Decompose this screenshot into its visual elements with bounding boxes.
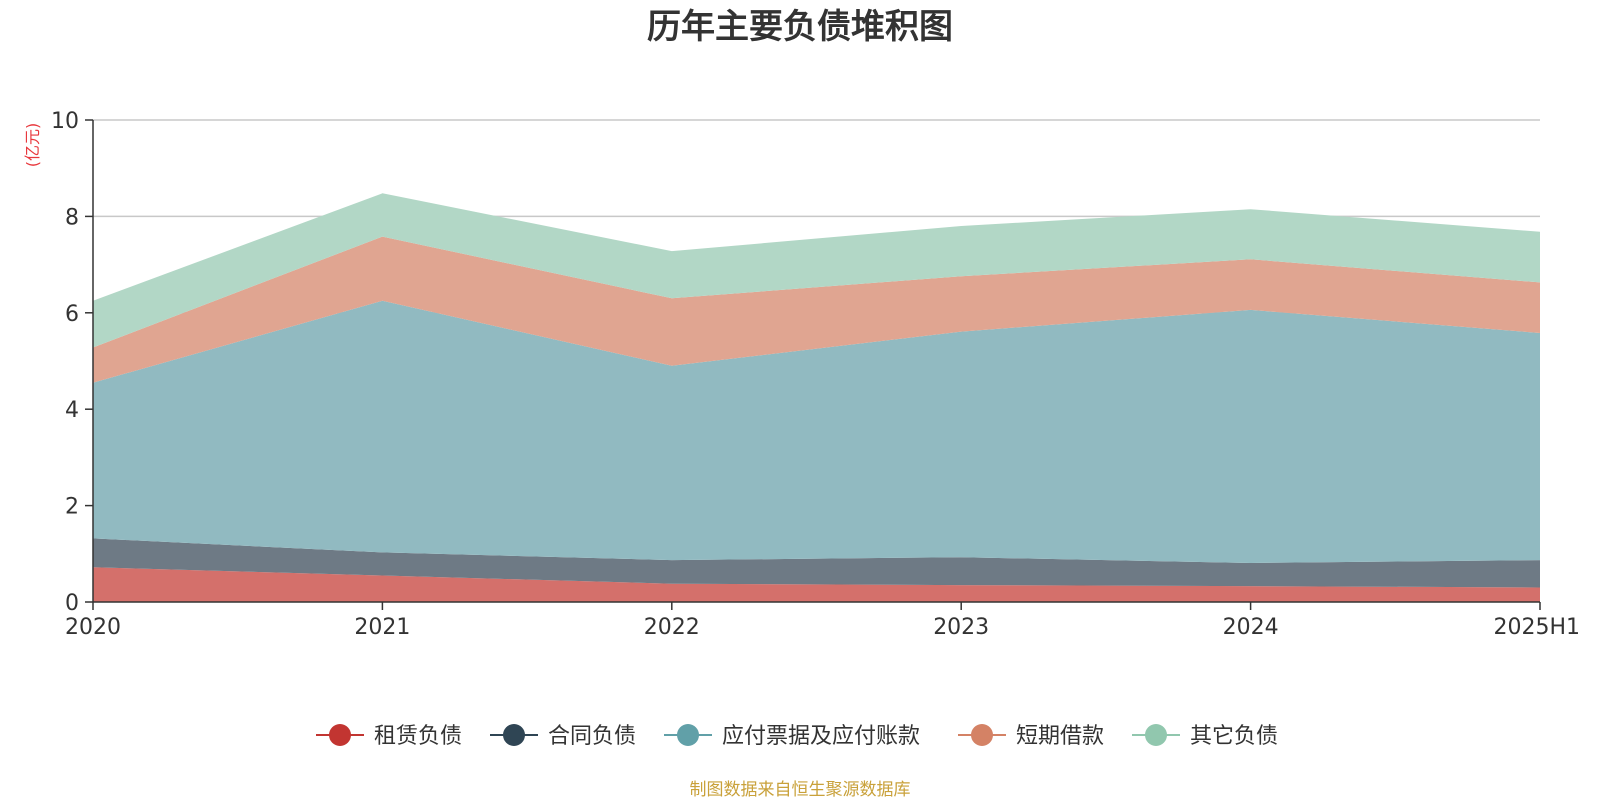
area-series-5 (93, 193, 1540, 348)
area-series-1 (93, 567, 1540, 602)
x-tick-label: 2022 (644, 615, 700, 640)
y-tick-label: 8 (65, 205, 79, 230)
chart-title: 历年主要负债堆积图 (647, 7, 953, 47)
y-tick-label: 0 (65, 591, 79, 616)
x-tick-label: 2025H1 (1493, 615, 1580, 640)
area-series-2 (93, 538, 1540, 588)
legend-marker-icon (1145, 724, 1167, 746)
y-axis-unit-label: (亿元) (23, 123, 42, 168)
legend-item-4[interactable]: 短期借款 (958, 724, 1104, 749)
x-tick-label: 2023 (933, 615, 989, 640)
legend-item-1[interactable]: 租赁负债 (316, 724, 462, 749)
legend-item-2[interactable]: 合同负债 (490, 724, 636, 749)
legend-marker-icon (503, 724, 525, 746)
legend-label: 租赁负债 (374, 724, 462, 749)
legend-marker-icon (329, 724, 351, 746)
y-tick-label: 10 (51, 109, 79, 134)
legend[interactable]: 租赁负债 合同负债 应付票据及应付账款 短期借款 其它负债 (316, 724, 1278, 749)
legend-label: 应付票据及应付账款 (722, 724, 920, 749)
legend-marker-icon (971, 724, 993, 746)
area-series (93, 193, 1540, 602)
area-series-3 (93, 300, 1540, 563)
legend-item-3[interactable]: 应付票据及应付账款 (664, 724, 920, 749)
y-tick-label: 2 (65, 495, 79, 520)
x-tick-label: 2020 (65, 615, 121, 640)
legend-label: 其它负债 (1190, 724, 1278, 749)
y-tick-label: 4 (65, 398, 79, 423)
axes: 0 2 4 6 8 10 2020 2021 2022 2023 2024 2025H1 (51, 109, 1580, 640)
legend-item-5[interactable]: 其它负债 (1132, 724, 1278, 749)
legend-marker-icon (677, 724, 699, 746)
legend-label: 合同负债 (548, 724, 636, 749)
area-series-4 (93, 236, 1540, 383)
legend-label: 短期借款 (1016, 724, 1104, 749)
data-source-note: 制图数据来自恒生聚源数据库 (690, 780, 911, 800)
x-tick-label: 2024 (1223, 615, 1279, 640)
y-tick-label: 6 (65, 302, 79, 327)
x-tick-label: 2021 (354, 615, 410, 640)
